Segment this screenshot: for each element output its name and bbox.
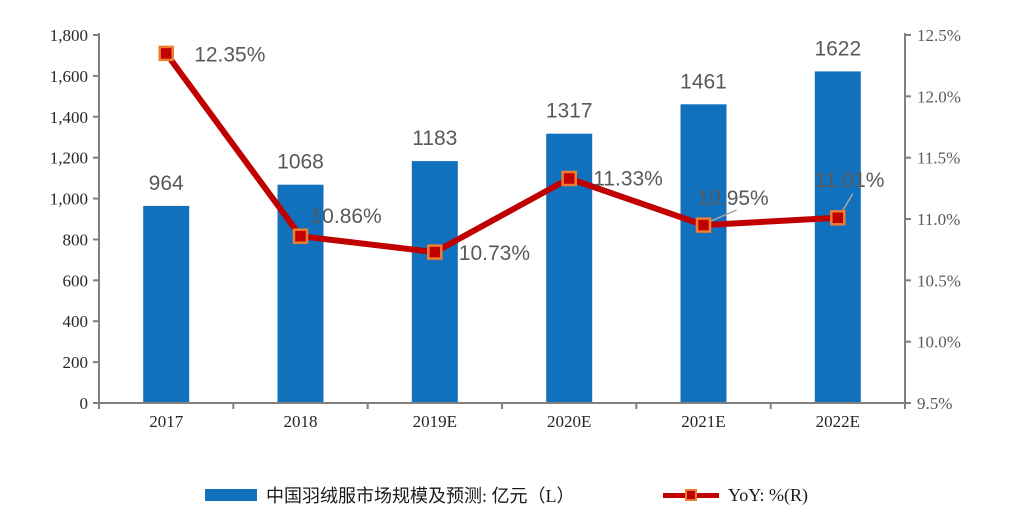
line-series-swatch (663, 489, 719, 501)
right-axis-tick-label: 10.5% (917, 271, 961, 290)
legend-item-bar-series: 中国羽绒服市场规模及预测: 亿元（L） (205, 481, 575, 509)
yoy-data-label-2021E: 10.95% (698, 187, 769, 210)
bar-2019E (411, 161, 458, 403)
yoy-marker-2021E (695, 217, 712, 233)
bar-data-label-2021E: 1461 (680, 70, 727, 93)
bar-series-swatch (205, 489, 257, 501)
bar-2018 (277, 184, 324, 403)
left-axis-tick-label: 1,200 (50, 149, 88, 168)
yoy-marker-2019E (427, 244, 443, 260)
data-label-leader-line (708, 209, 737, 223)
right-axis-tick-label: 12.5% (917, 26, 961, 45)
yoy-marker-2020E (561, 170, 577, 187)
right-axis-tick-label: 11.0% (917, 210, 960, 229)
category-label-2019E: 2019E (413, 412, 457, 431)
bar-data-label-2017: 964 (149, 172, 184, 195)
right-axis-tick-label: 11.5% (917, 149, 960, 168)
line-series-legend-label: YoY: %(R) (728, 484, 809, 505)
yoy-data-label-2020E: 11.33% (593, 168, 663, 191)
category-label-2021E: 2021E (681, 412, 725, 431)
bar-data-label-2018: 1068 (277, 151, 324, 174)
line-series-marker-icon (685, 489, 697, 501)
yoy-marker-2017 (158, 45, 174, 62)
left-axis-tick-label: 0 (80, 394, 89, 413)
left-axis-tick-label: 400 (63, 312, 89, 331)
right-axis-tick-label: 9.5% (917, 394, 952, 413)
category-label-2017: 2017 (149, 412, 184, 431)
left-axis-tick-label: 1,800 (50, 26, 88, 45)
category-label-2020E: 2020E (547, 412, 591, 431)
yoy-data-label-2022E: 11.01% (815, 169, 885, 192)
right-axis-tick-label: 10.0% (917, 333, 961, 352)
yoy-data-label-2019E: 10.73% (459, 242, 530, 265)
bar-2017 (143, 205, 190, 403)
left-axis-tick-label: 800 (63, 230, 89, 249)
bar-data-label-2019E: 1183 (412, 127, 457, 150)
category-label-2018: 2018 (284, 412, 318, 431)
yoy-marker-2022E (830, 210, 846, 226)
right-axis-tick-label: 12.0% (917, 87, 961, 106)
category-label-2022E: 2022E (816, 412, 860, 431)
legend-item-line-series: YoY: %(R) (663, 481, 808, 509)
left-axis-tick-label: 600 (63, 271, 89, 290)
combo-chart-canvas: 964 1068 1183 1317 1461 1622 0 200 400 600 800 1,00… (50, 26, 961, 431)
yoy-line (163, 51, 838, 256)
yoy-data-label-2017: 12.35% (194, 43, 265, 66)
bar-2022E (814, 71, 861, 404)
left-axis-tick-label: 1,400 (50, 108, 88, 127)
bar-2021E (680, 104, 727, 404)
bar-series-legend-label: 中国羽绒服市场规模及预测: 亿元（L） (266, 486, 575, 506)
bar-data-label-2022E: 1622 (814, 37, 861, 60)
legend: 中国羽绒服市场规模及预测: 亿元（L） YoY: %(R) (0, 481, 1009, 511)
left-axis-tick-label: 1,000 (50, 190, 88, 209)
yoy-data-label-2018: 10.86% (311, 205, 382, 228)
yoy-marker-2018 (292, 228, 309, 244)
left-axis-tick-label: 1,600 (50, 67, 88, 86)
left-axis-tick-label: 200 (63, 353, 89, 372)
bar-data-label-2020E: 1317 (546, 100, 593, 123)
